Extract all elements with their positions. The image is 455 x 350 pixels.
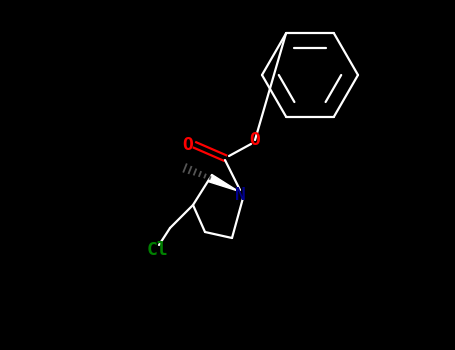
- Text: Cl: Cl: [146, 241, 168, 259]
- Text: O: O: [249, 131, 260, 149]
- Polygon shape: [208, 174, 238, 191]
- Text: O: O: [182, 136, 193, 154]
- Text: N: N: [235, 186, 245, 204]
